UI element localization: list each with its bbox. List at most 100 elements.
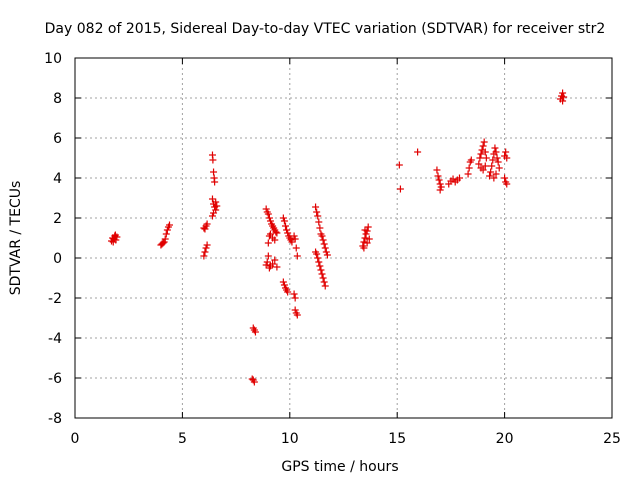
data-point [264, 252, 272, 260]
data-point [479, 166, 487, 174]
data-point [158, 240, 166, 248]
data-point [493, 154, 501, 162]
y-axis-label: SDTVAR / TECUs [8, 181, 24, 296]
data-point [265, 232, 273, 240]
data-point [109, 238, 117, 246]
data-point [201, 225, 209, 233]
data-point [251, 328, 259, 336]
data-point [202, 244, 210, 252]
data-point [490, 174, 498, 182]
data-point [467, 156, 475, 164]
data-point [248, 375, 256, 383]
data-point [320, 240, 328, 248]
data-point [313, 250, 321, 258]
data-point [434, 172, 442, 180]
data-point [489, 156, 497, 164]
data-point [209, 156, 217, 164]
data-point [279, 278, 287, 286]
data-point [317, 266, 325, 274]
y-tick-label: -8 [48, 411, 62, 427]
data-point [213, 202, 221, 210]
data-point [361, 226, 369, 234]
data-point [291, 294, 299, 302]
data-point [364, 223, 372, 231]
chart-title: Day 082 of 2015, Sidereal Day-to-day VTE… [45, 21, 606, 37]
y-tick-label: -6 [48, 371, 62, 387]
data-point [262, 261, 270, 269]
y-tick-label: 4 [53, 171, 62, 187]
x-tick-label: 0 [71, 431, 80, 447]
data-point [481, 162, 489, 170]
x-tick-label: 15 [388, 431, 406, 447]
data-point [482, 154, 490, 162]
x-axis-label: GPS time / hours [281, 459, 398, 475]
data-point [200, 252, 208, 260]
y-tick-labels: -8 -6 -4 -2 0 2 4 6 8 10 [44, 51, 62, 427]
data-point [395, 161, 403, 169]
data-point [486, 172, 494, 180]
data-point [318, 270, 326, 278]
data-point [316, 224, 324, 232]
data-point [273, 229, 281, 237]
data-point [480, 138, 488, 146]
data-point [481, 148, 489, 156]
data-point [360, 244, 368, 252]
data-point [477, 150, 485, 158]
data-point [314, 254, 322, 262]
x-tick-label: 25 [603, 431, 621, 447]
data-point [210, 209, 218, 217]
data-point [491, 144, 499, 152]
data-point [503, 180, 511, 188]
data-point [436, 180, 444, 188]
data-point [475, 160, 483, 168]
data-point [203, 220, 211, 228]
data-point [272, 228, 280, 236]
data-point [396, 185, 404, 193]
x-tick-label: 5 [178, 431, 187, 447]
data-point [322, 248, 330, 256]
data-point [166, 221, 174, 229]
data-point [559, 97, 567, 105]
data-point [321, 244, 329, 252]
data-point [437, 183, 445, 191]
data-point [159, 239, 167, 247]
data-point [271, 236, 279, 244]
data-point [210, 168, 218, 176]
data-point [111, 231, 119, 239]
data-point [318, 232, 326, 240]
data-point [280, 281, 288, 289]
data-point [291, 235, 299, 243]
y-tick-label: 6 [53, 131, 62, 147]
data-point [201, 248, 209, 256]
data-point [476, 154, 484, 162]
x-tick-label: 20 [496, 431, 514, 447]
data-point [288, 238, 296, 246]
data-point [269, 260, 277, 268]
data-point [495, 164, 503, 172]
data-point [465, 164, 473, 172]
data-point [315, 258, 323, 266]
data-point [316, 262, 324, 270]
data-point [262, 205, 270, 213]
data-point [487, 168, 495, 176]
data-point [313, 208, 321, 216]
data-point [208, 195, 216, 203]
data-point [293, 311, 301, 319]
data-point [163, 226, 171, 234]
data-point [319, 236, 327, 244]
x-tick-label: 10 [281, 431, 299, 447]
data-point [321, 282, 329, 290]
data-point [435, 176, 443, 184]
data-point [208, 212, 216, 220]
data-point [284, 288, 292, 296]
data-point [280, 217, 288, 225]
data-point [315, 218, 323, 226]
data-point [362, 230, 370, 238]
data-point [161, 235, 169, 243]
data-point [501, 174, 509, 182]
data-point [212, 198, 220, 206]
data-points [108, 89, 568, 386]
y-tick-label: -2 [48, 291, 62, 307]
data-point [265, 214, 273, 222]
